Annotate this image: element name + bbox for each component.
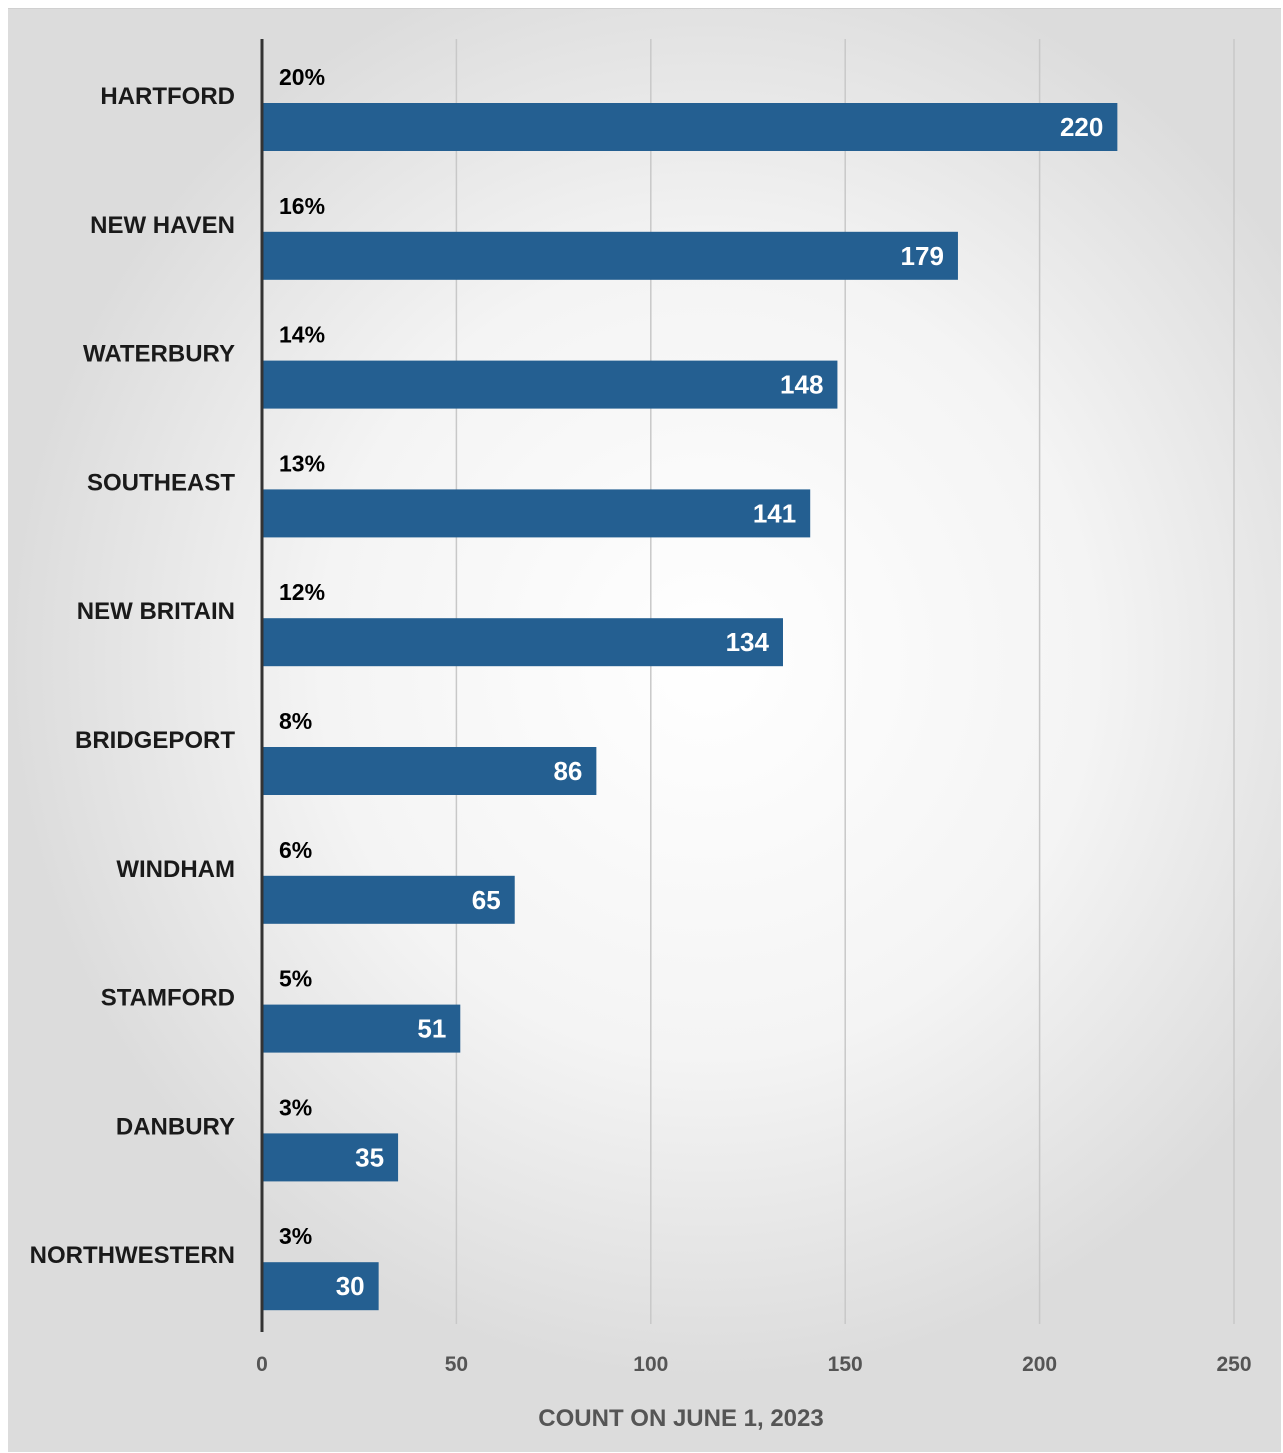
x-tick-label: 0	[256, 1353, 268, 1376]
bar	[262, 103, 1118, 151]
x-tick-label: 100	[633, 1353, 668, 1376]
data-label: 220	[1060, 112, 1103, 142]
bar	[262, 1133, 399, 1182]
percent-label: 5%	[279, 966, 312, 992]
bar	[262, 618, 783, 667]
category-label: DANBURY	[116, 1113, 235, 1140]
data-label: 65	[472, 885, 501, 915]
category-label: NEW BRITAIN	[77, 598, 235, 625]
bar	[262, 1004, 461, 1053]
bars	[262, 103, 1118, 1311]
category-label: NORTHWESTERN	[30, 1242, 235, 1269]
percent-label: 6%	[279, 837, 312, 863]
data-label: 35	[355, 1142, 384, 1172]
bar-chart: 0 50 100 150 200 250 220 20% HARTFORD 179 16% NEW H…	[30, 39, 1252, 1432]
category-label: SOUTHEAST	[87, 469, 235, 496]
data-label: 179	[901, 241, 944, 271]
percent-label: 16%	[279, 193, 325, 219]
bar	[262, 231, 958, 280]
gridlines	[455, 39, 1235, 1324]
percent-label: 8%	[279, 708, 312, 734]
category-label: WINDHAM	[116, 856, 235, 883]
bar	[262, 360, 838, 409]
labels: 0 50 100 150 200 250 220 20% HARTFORD 179 16% NEW H…	[30, 64, 1252, 1376]
percent-label: 12%	[279, 579, 325, 605]
bar	[262, 875, 515, 924]
bar	[262, 489, 811, 538]
x-tick-label: 250	[1216, 1353, 1251, 1376]
data-label: 51	[417, 1014, 446, 1044]
data-label: 86	[553, 756, 582, 786]
x-tick-label: 50	[445, 1353, 468, 1376]
category-label: STAMFORD	[101, 985, 235, 1012]
bar	[262, 747, 597, 795]
percent-label: 3%	[279, 1223, 312, 1249]
data-label: 141	[753, 498, 796, 528]
category-label: NEW HAVEN	[90, 212, 235, 239]
category-label: HARTFORD	[100, 83, 235, 110]
percent-label: 20%	[279, 64, 325, 90]
data-label: 134	[726, 627, 770, 657]
percent-label: 14%	[279, 322, 325, 348]
percent-label: 13%	[279, 450, 325, 476]
chart-area: 0 50 100 150 200 250 220 20% HARTFORD 179 16% NEW H…	[8, 8, 1281, 1452]
category-label: BRIDGEPORT	[75, 727, 235, 754]
percent-label: 3%	[279, 1094, 312, 1120]
x-tick-label: 200	[1022, 1353, 1057, 1376]
x-axis-title: COUNT ON JUNE 1, 2023	[538, 1405, 823, 1432]
bar	[262, 1262, 379, 1311]
x-tick-label: 150	[828, 1353, 863, 1376]
data-label: 30	[336, 1271, 365, 1301]
data-label: 148	[780, 370, 823, 400]
category-label: WATERBURY	[83, 341, 235, 368]
